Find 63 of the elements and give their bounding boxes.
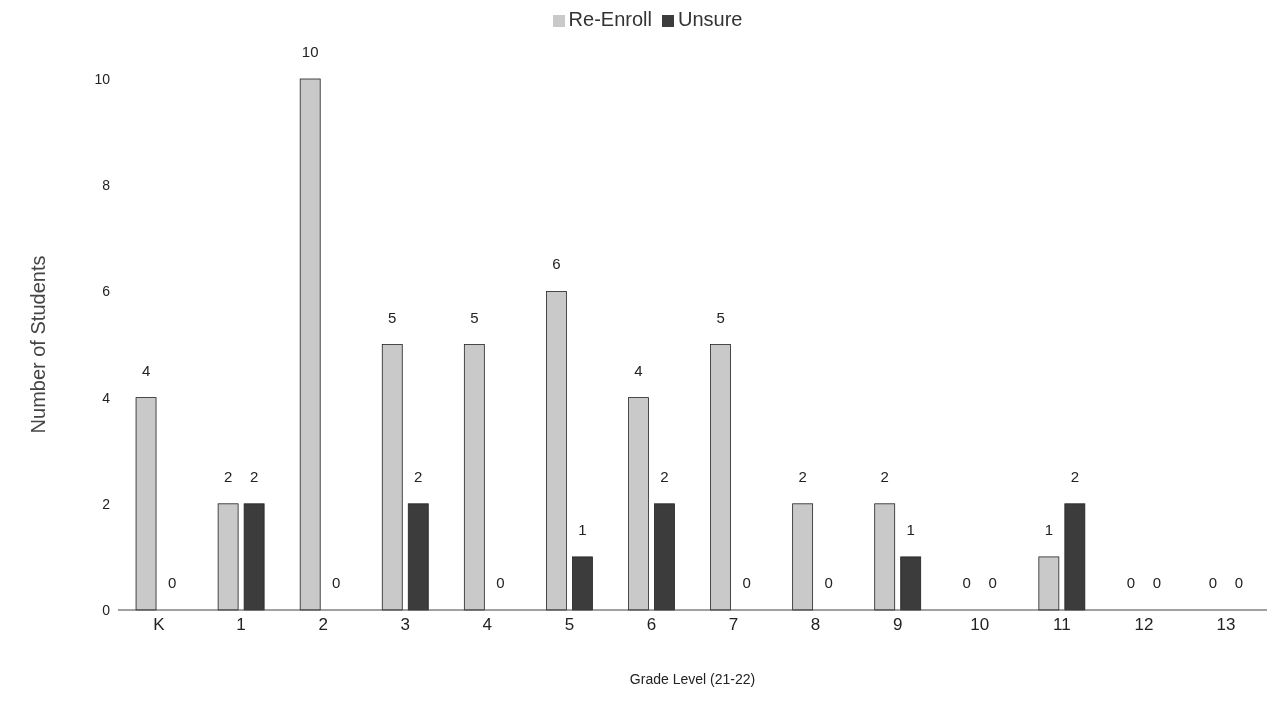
- data-label: 0: [742, 574, 751, 591]
- x-tick-label: 8: [810, 615, 821, 635]
- data-label: 1: [578, 520, 587, 538]
- data-label: 0: [167, 574, 177, 591]
- data-label: 1: [1044, 520, 1054, 538]
- data-label: 5: [716, 308, 725, 326]
- data-label: 0: [496, 574, 505, 591]
- x-tick-label: K: [153, 615, 166, 635]
- y-axis-title: Number of Students: [27, 255, 50, 434]
- x-tick-label: 6: [646, 615, 657, 635]
- data-label: 0: [824, 574, 833, 591]
- x-axis-title: Grade Level (21-22): [629, 671, 756, 687]
- data-label: 0: [962, 574, 971, 591]
- bar: [546, 291, 567, 611]
- data-label: 4: [634, 361, 643, 379]
- x-tick-label: 3: [400, 615, 410, 635]
- data-label: 6: [552, 255, 561, 273]
- bar: [710, 344, 731, 611]
- data-label: 0: [1152, 574, 1162, 591]
- x-tick-label: 10: [970, 615, 990, 635]
- y-tick-label: 4: [102, 389, 111, 406]
- x-tick-label: 1: [236, 615, 246, 635]
- y-tick-label: 8: [102, 177, 111, 194]
- bar: [463, 344, 485, 611]
- bar: [381, 344, 403, 611]
- y-tick-label: 10: [94, 70, 111, 87]
- data-label: 1: [906, 520, 915, 538]
- bar: [792, 503, 814, 611]
- data-label: 2: [798, 467, 807, 485]
- bar: [1038, 556, 1060, 611]
- data-label: 0: [1126, 574, 1136, 591]
- x-tick-label: 2: [318, 615, 328, 635]
- data-label: 2: [1070, 467, 1080, 485]
- data-label: 0: [1208, 574, 1218, 591]
- data-label: 5: [470, 308, 479, 326]
- y-tick-label: 2: [102, 495, 111, 512]
- legend-label: Unsure: [677, 8, 743, 30]
- bar: [628, 397, 649, 611]
- data-label: 2: [249, 467, 259, 485]
- x-tick-label: 12: [1134, 615, 1154, 635]
- data-label: 10: [301, 43, 319, 60]
- data-label: 2: [414, 467, 423, 485]
- data-label: 2: [223, 467, 233, 485]
- data-label: 0: [988, 574, 997, 591]
- x-tick-label: 5: [564, 615, 575, 635]
- legend-label: Re-Enroll: [568, 8, 652, 30]
- x-tick-label: 13: [1216, 615, 1236, 635]
- bar: [874, 503, 896, 611]
- x-tick-label: 4: [482, 615, 493, 635]
- data-label: 5: [388, 308, 397, 326]
- y-tick-label: 0: [102, 601, 111, 618]
- x-tick-label: 7: [728, 615, 739, 635]
- data-label: 2: [880, 467, 889, 485]
- data-label: 0: [1234, 574, 1244, 591]
- bar: [217, 503, 239, 611]
- x-tick-label: 9: [892, 615, 903, 635]
- bar: [299, 78, 321, 611]
- bar: [135, 397, 157, 611]
- data-label: 2: [660, 467, 669, 485]
- x-tick-label: 11: [1052, 615, 1071, 635]
- data-label: 4: [141, 361, 151, 379]
- data-label: 0: [332, 574, 341, 591]
- y-tick-label: 6: [102, 283, 111, 300]
